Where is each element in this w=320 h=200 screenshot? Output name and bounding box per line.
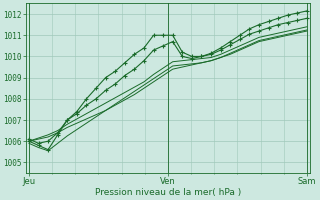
X-axis label: Pression niveau de la mer( hPa ): Pression niveau de la mer( hPa ) <box>95 188 241 197</box>
